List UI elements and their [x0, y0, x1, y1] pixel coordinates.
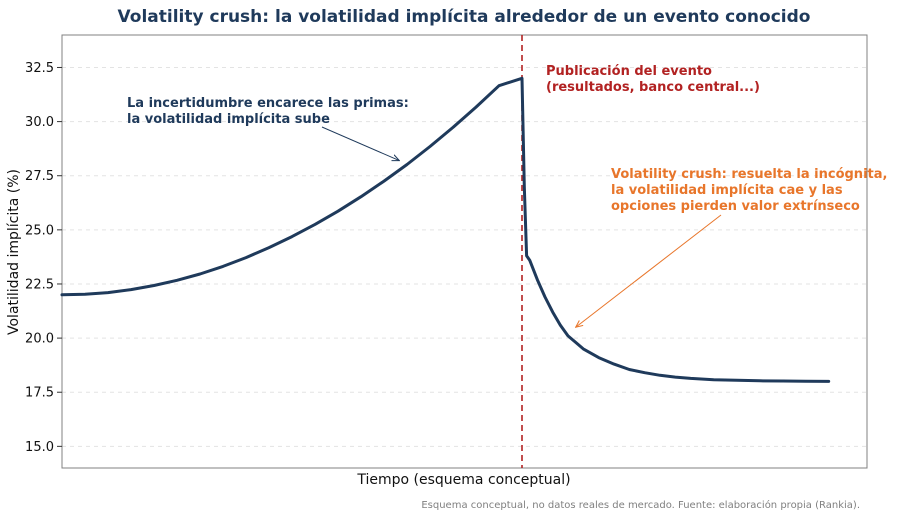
- gridlines: [62, 66, 867, 447]
- annotation-event-line-1: Publicación del evento: [546, 64, 712, 79]
- y-tick-label: 17.5: [25, 386, 54, 401]
- svg-text:La incertidumbre encarece las: La incertidumbre encarece las primas: la…: [127, 96, 413, 127]
- source-note: Esquema conceptual, no datos reales de m…: [421, 499, 860, 511]
- implied-volatility-line: [60, 76, 831, 383]
- y-tick-label: 32.5: [25, 61, 54, 76]
- annotation-rise-line-2: la volatilidad implícita sube: [127, 112, 330, 127]
- y-tick-label: 15.0: [25, 440, 54, 455]
- y-tick-label: 22.5: [25, 277, 54, 292]
- y-tick-label: 27.5: [25, 169, 54, 184]
- annotation-crush-line-2: la volatilidad implícita cae y las: [611, 183, 843, 198]
- y-tick-label: 20.0: [25, 332, 54, 347]
- svg-text:Publicación del evento (: Publicación del evento (resultados, banc…: [546, 64, 760, 95]
- annotation-rise: La incertidumbre encarece las primas: la…: [127, 96, 413, 161]
- chart-title: Volatility crush: la volatilidad implíci…: [118, 7, 811, 27]
- annotation-crush-arrow: [576, 214, 722, 327]
- y-tick-label: 30.0: [25, 115, 54, 130]
- annotation-event: Publicación del evento (resultados, banc…: [546, 64, 760, 95]
- annotation-crush-line-3: opciones pierden valor extrínseco: [611, 199, 860, 214]
- x-axis-label: Tiempo (esquema conceptual): [356, 472, 570, 488]
- y-axis-label: Volatilidad implícita (%): [6, 169, 22, 335]
- y-axis-ticks: 15.0 17.5 20.0 22.5 25.0 27.5 30.0 32.5: [25, 61, 62, 455]
- annotation-crush: Volatility crush: resuelta la incógnita,…: [576, 167, 892, 327]
- annotation-crush-line-1: Volatility crush: resuelta la incógnita,: [611, 167, 887, 182]
- y-tick-label: 25.0: [25, 223, 54, 238]
- svg-text:Volatility crush: resuelta la: Volatility crush: resuelta la incógnita,…: [611, 167, 892, 214]
- annotation-rise-arrow: [321, 126, 399, 161]
- plot-frame: [61, 34, 868, 469]
- annotation-rise-line-1: La incertidumbre encarece las primas:: [127, 96, 409, 111]
- annotation-event-line-2: (resultados, banco central...): [546, 80, 760, 95]
